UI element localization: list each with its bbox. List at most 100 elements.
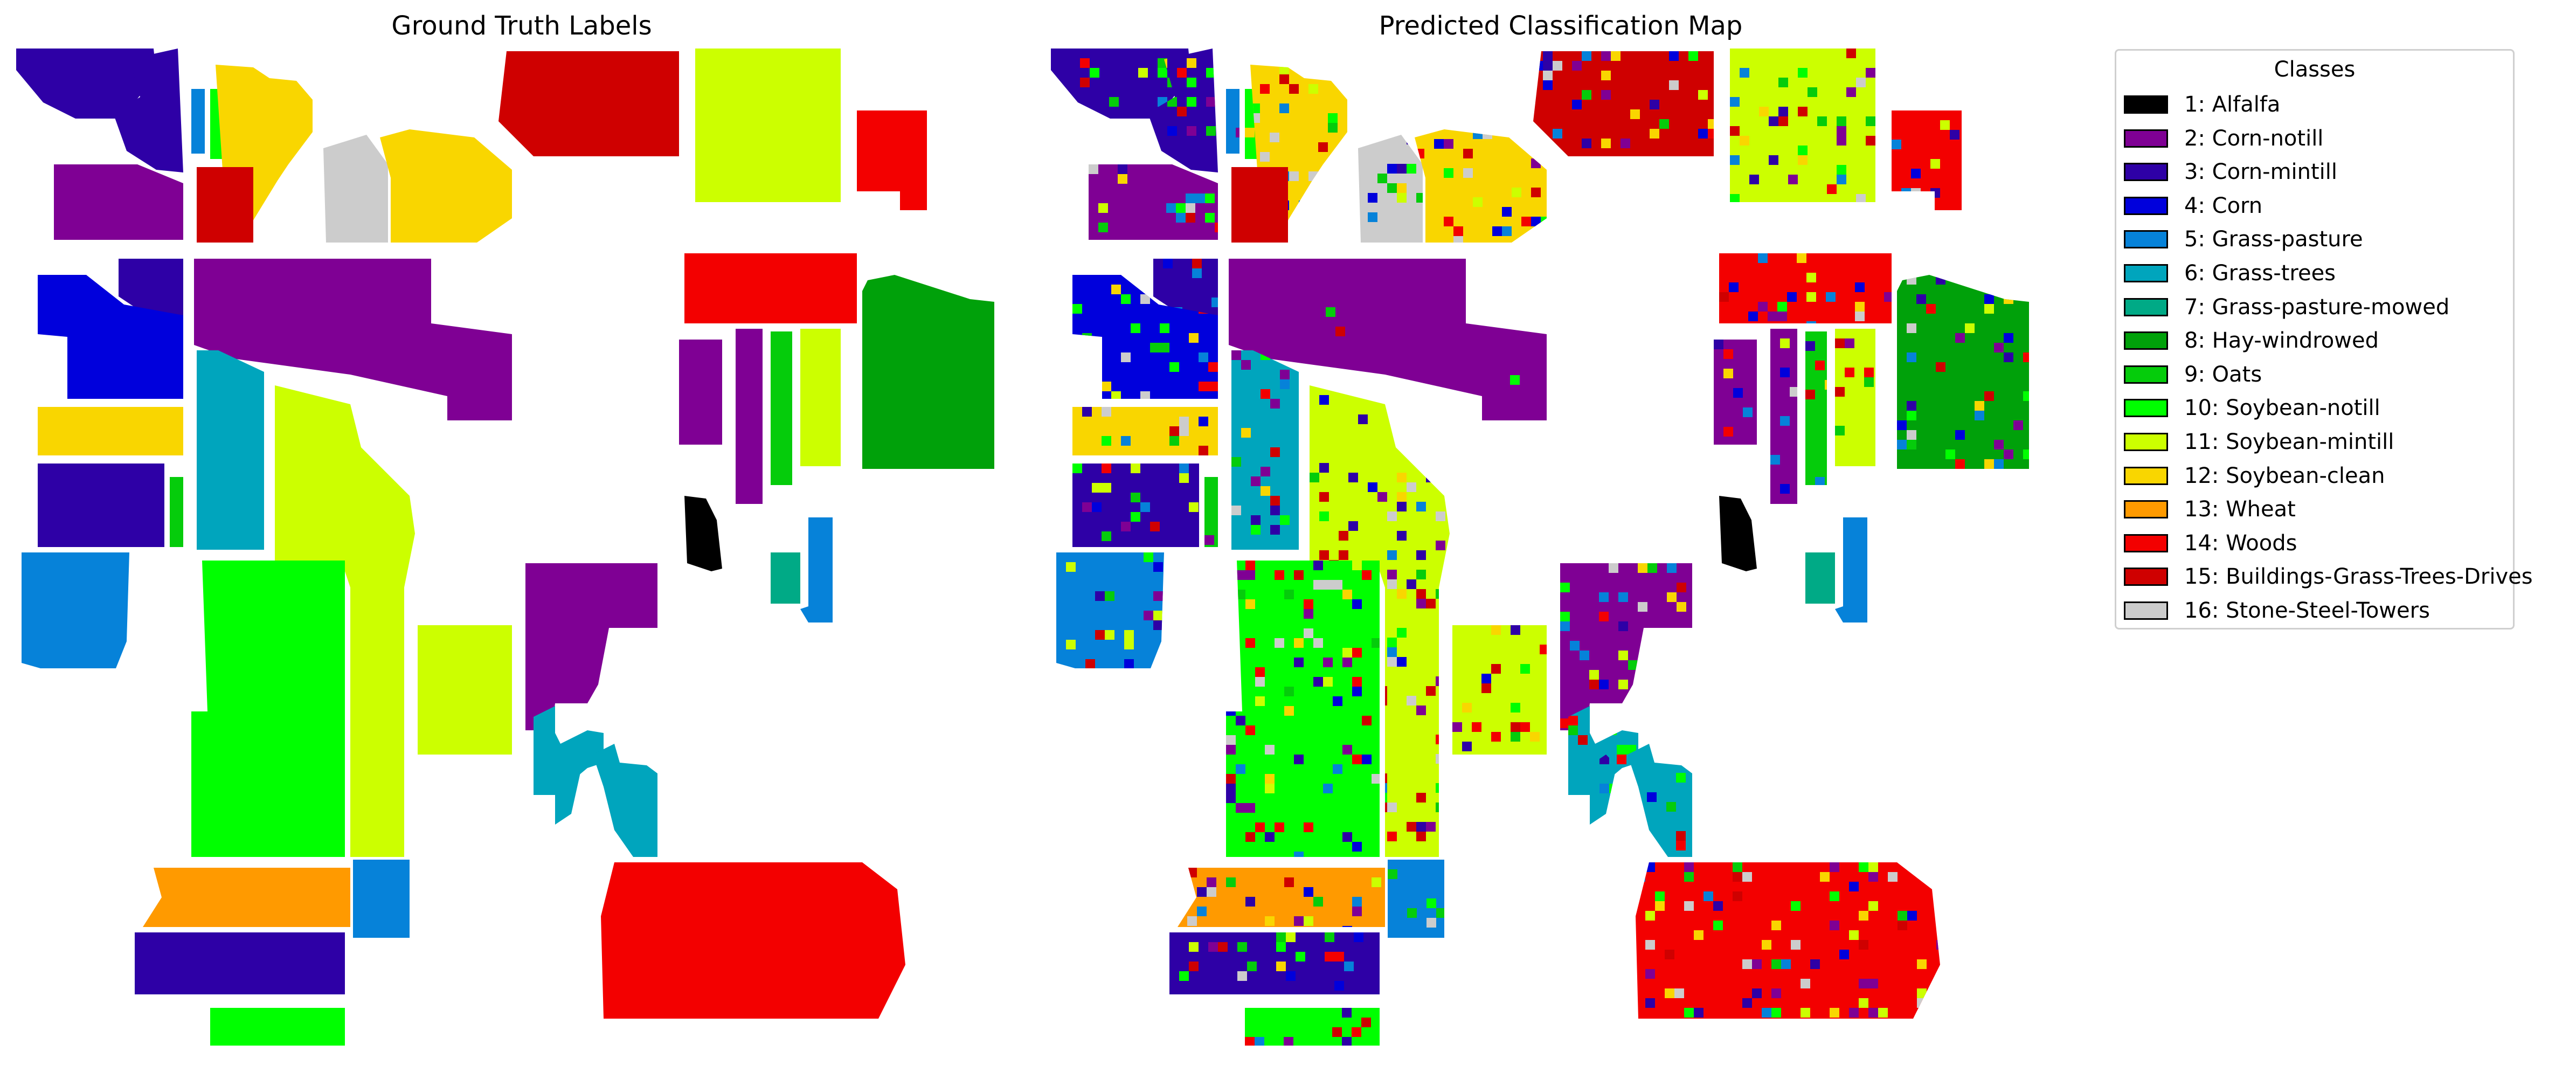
pred-region-class-1	[1719, 496, 1757, 571]
pred-noise-pixels	[1835, 338, 1874, 435]
misclassified-pixel	[1589, 670, 1599, 680]
misclassified-pixel	[1780, 484, 1790, 494]
legend-item-1: 1: Alfalfa	[2124, 88, 2280, 121]
misclassified-pixel	[1780, 416, 1790, 426]
misclassified-pixel	[1082, 407, 1092, 417]
misclassified-pixel	[1260, 84, 1270, 94]
misclassified-pixel	[2023, 352, 2029, 362]
misclassified-pixel	[1270, 133, 1279, 142]
misclassified-pixel	[1752, 988, 1762, 998]
misclassified-pixel	[1131, 323, 1140, 333]
misclassified-pixel	[1323, 580, 1333, 590]
misclassified-pixel	[1313, 561, 1323, 570]
misclassified-pixel	[1694, 930, 1704, 940]
misclassified-pixel	[1531, 188, 1541, 197]
misclassified-pixel	[1226, 793, 1236, 803]
gt-region-class-5	[191, 89, 205, 154]
ground-truth-title: Ground Truth Labels	[391, 11, 652, 41]
misclassified-pixel	[1319, 492, 1329, 502]
misclassified-pixel	[1407, 579, 1416, 589]
misclassified-pixel	[1511, 722, 1520, 732]
misclassified-pixel	[1452, 722, 1462, 732]
misclassified-pixel	[1806, 273, 1816, 282]
misclassified-pixel	[1994, 459, 2004, 469]
misclassified-pixel	[1226, 877, 1236, 887]
legend-item-15: 15: Buildings-Grass-Trees-Drives	[2124, 561, 2533, 593]
pred-noise-pixels	[1636, 862, 1940, 1018]
pred-region-class-6	[1628, 744, 1692, 857]
misclassified-pixel	[1118, 164, 1127, 174]
misclassified-pixel	[1192, 259, 1202, 268]
misclassified-pixel	[1560, 718, 1570, 728]
misclassified-pixel	[1319, 550, 1329, 560]
misclassified-pixel	[2013, 420, 2023, 430]
misclassified-pixel	[1445, 473, 1450, 482]
misclassified-pixel	[1085, 659, 1095, 668]
misclassified-pixel	[1617, 755, 1626, 764]
misclassified-pixel	[1553, 61, 1562, 71]
legend-label: 7: Grass-pasture-mowed	[2184, 294, 2450, 320]
misclassified-pixel	[1742, 959, 1752, 969]
legend-label: 16: Stone-Steel-Towers	[2184, 598, 2430, 623]
misclassified-pixel	[1275, 638, 1284, 648]
misclassified-pixel	[1647, 563, 1657, 573]
misclassified-pixel	[1911, 169, 1921, 178]
legend-item-7: 7: Grass-pasture-mowed	[2124, 291, 2449, 323]
legend-label: 2: Corn-notill	[2184, 126, 2324, 151]
misclassified-pixel	[1618, 651, 1628, 660]
misclassified-pixel	[1790, 387, 1797, 397]
pred-region-class-15	[1231, 167, 1288, 243]
misclassified-pixel	[1289, 171, 1299, 181]
gt-region-class-14	[601, 862, 905, 1019]
misclassified-pixel	[1684, 872, 1694, 882]
misclassified-pixel	[1936, 940, 1940, 950]
misclassified-pixel	[1407, 822, 1416, 832]
misclassified-pixel	[1206, 126, 1216, 136]
misclassified-pixel	[1186, 193, 1195, 203]
misclassified-pixel	[1344, 962, 1354, 971]
misclassified-pixel	[2004, 449, 2013, 459]
misclassified-pixel	[1245, 599, 1255, 609]
pred-noise-pixels	[1179, 932, 1363, 991]
misclassified-pixel	[1462, 703, 1472, 713]
misclassified-pixel	[1276, 932, 1286, 942]
misclassified-pixel	[1342, 648, 1352, 658]
pred-noise-pixels	[1714, 340, 1753, 437]
gt-region-class-1	[684, 496, 722, 571]
misclassified-pixel	[1066, 640, 1076, 649]
misclassified-pixel	[1270, 525, 1280, 535]
misclassified-pixel	[1299, 200, 1308, 210]
misclassified-pixel	[1955, 430, 1965, 440]
misclassified-pixel	[1835, 387, 1845, 397]
misclassified-pixel	[1187, 58, 1196, 68]
misclassified-pixel	[1787, 292, 1797, 302]
gt-region-class-14	[857, 110, 927, 210]
misclassified-pixel	[2004, 294, 2013, 304]
misclassified-pixel	[1955, 333, 1965, 343]
misclassified-pixel	[1768, 312, 1777, 321]
misclassified-pixel	[1397, 492, 1407, 502]
misclassified-pixel	[1179, 417, 1189, 426]
legend-swatch	[2124, 365, 2168, 384]
misclassified-pixel	[1655, 901, 1665, 911]
misclassified-pixel	[1372, 774, 1380, 784]
misclassified-pixel	[1926, 304, 1936, 314]
misclassified-pixel	[1837, 175, 1846, 184]
misclassified-pixel	[1599, 680, 1609, 689]
gt-region-class-2	[525, 563, 657, 730]
misclassified-pixel	[1650, 100, 1659, 109]
misclassified-pixel	[2023, 391, 2029, 401]
misclassified-pixel	[1319, 395, 1329, 405]
misclassified-pixel	[1444, 139, 1453, 149]
misclassified-pixel	[1777, 312, 1787, 321]
misclassified-pixel	[1859, 911, 1868, 921]
misclassified-pixel	[1102, 382, 1111, 391]
misclassified-pixel	[1723, 349, 1733, 359]
misclassified-pixel	[1342, 658, 1352, 667]
misclassified-pixel	[1121, 522, 1131, 531]
misclassified-pixel	[1284, 590, 1294, 599]
misclassified-pixel	[1453, 226, 1463, 236]
misclassified-pixel	[1407, 908, 1417, 918]
misclassified-pixel	[1387, 550, 1397, 560]
misclassified-pixel	[1599, 784, 1609, 793]
